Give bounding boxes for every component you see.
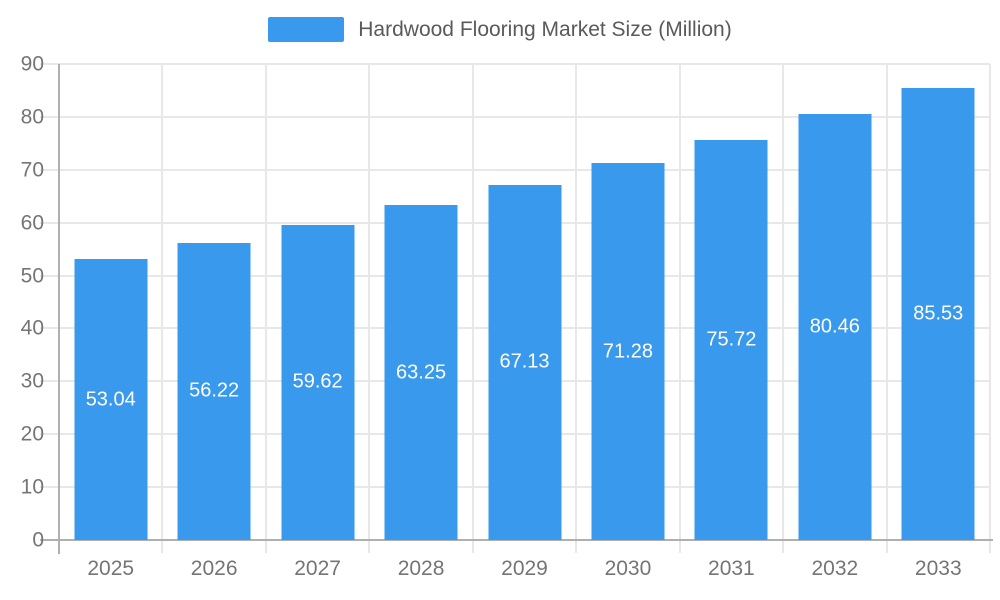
y-tick-label: 30 bbox=[20, 369, 44, 393]
v-gridline bbox=[264, 64, 267, 553]
v-gridline bbox=[368, 64, 371, 553]
bar-value-label: 80.46 bbox=[809, 315, 860, 338]
y-tick-label: 90 bbox=[20, 52, 44, 76]
bar[interactable]: 71.28 bbox=[591, 163, 665, 540]
x-tick-label: 2026 bbox=[190, 557, 238, 580]
y-tick-label: 70 bbox=[20, 158, 44, 182]
y-tick-label: 10 bbox=[20, 475, 44, 499]
bar-value-label: 85.53 bbox=[913, 302, 964, 325]
bar-value-label: 71.28 bbox=[602, 340, 653, 363]
bar-value-label: 59.62 bbox=[292, 370, 343, 393]
y-tick-label: 50 bbox=[20, 264, 44, 288]
h-gridline bbox=[40, 63, 990, 65]
legend-label: Hardwood Flooring Market Size (Million) bbox=[358, 17, 732, 41]
bar[interactable]: 63.25 bbox=[384, 205, 458, 540]
v-gridline bbox=[161, 64, 164, 553]
h-gridline bbox=[40, 115, 990, 118]
bar[interactable]: 56.22 bbox=[177, 242, 251, 540]
v-gridline bbox=[471, 64, 474, 553]
bar[interactable]: 67.13 bbox=[488, 184, 561, 540]
x-tick-label: 2028 bbox=[397, 557, 445, 580]
h-gridline bbox=[40, 168, 990, 171]
x-tick-label: 2033 bbox=[914, 557, 962, 580]
bar[interactable]: 75.72 bbox=[694, 139, 768, 540]
x-tick-label: 2029 bbox=[501, 557, 548, 580]
x-tick-label: 2030 bbox=[604, 557, 652, 580]
y-tick-label: 0 bbox=[32, 528, 44, 552]
y-tick-label: 60 bbox=[20, 211, 44, 235]
y-axis-line bbox=[58, 64, 60, 554]
bar[interactable]: 53.04 bbox=[74, 259, 148, 540]
y-tick-label: 40 bbox=[20, 316, 44, 340]
bar-value-label: 56.22 bbox=[189, 379, 240, 402]
bar-value-label: 75.72 bbox=[706, 328, 757, 351]
bar-value-label: 63.25 bbox=[396, 361, 447, 384]
y-tick-label: 20 bbox=[20, 422, 44, 446]
legend-swatch-icon bbox=[268, 17, 345, 42]
bar[interactable]: 85.53 bbox=[901, 87, 975, 540]
x-tick-label: 2031 bbox=[708, 557, 755, 580]
v-gridline bbox=[678, 64, 681, 553]
x-axis-line bbox=[40, 539, 993, 541]
x-tick-label: 2032 bbox=[811, 557, 859, 580]
v-gridline bbox=[989, 64, 991, 553]
plot-area: 0 10 20 30 40 50 60 70 80 90 53.04 56.22 59.62 63.25… bbox=[21, 54, 993, 580]
bar-value-label: 67.13 bbox=[499, 350, 550, 373]
x-tick-label: 2027 bbox=[294, 557, 341, 580]
x-tick-label: 2025 bbox=[87, 557, 135, 580]
bar[interactable]: 80.46 bbox=[798, 114, 872, 540]
v-gridline bbox=[782, 64, 785, 553]
bar[interactable]: 59.62 bbox=[281, 224, 355, 540]
v-gridline bbox=[885, 64, 888, 553]
y-tick-label: 80 bbox=[20, 105, 44, 129]
bar-value-label: 53.04 bbox=[85, 388, 136, 411]
v-gridline bbox=[575, 64, 578, 553]
legend-item[interactable]: Hardwood Flooring Market Size (Million) bbox=[0, 17, 1000, 42]
